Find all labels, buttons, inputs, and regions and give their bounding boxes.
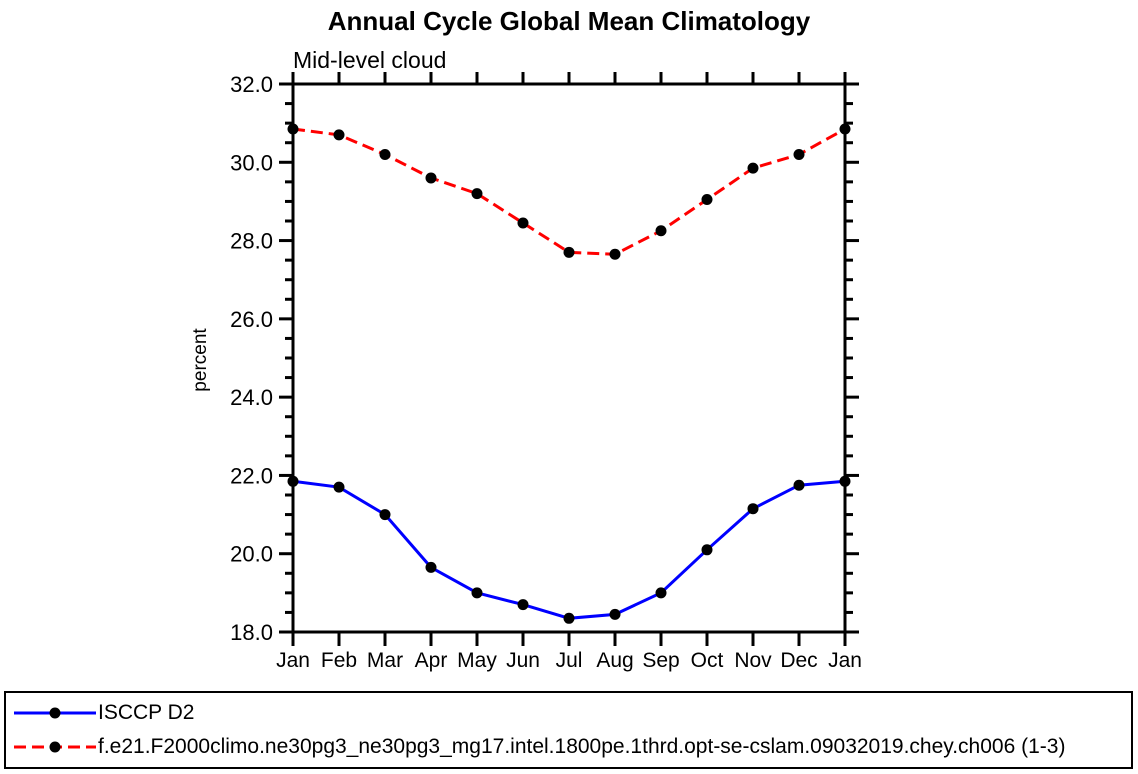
y-tick-label: 30.0: [230, 150, 273, 175]
data-point-marker: [425, 561, 437, 573]
data-point-marker: [517, 599, 529, 611]
data-point-marker: [793, 148, 805, 160]
y-tick-label: 32.0: [230, 72, 273, 97]
data-point-marker: [839, 475, 851, 487]
data-point-marker: [747, 503, 759, 515]
data-point-marker: [793, 479, 805, 491]
x-tick-label: Nov: [734, 649, 772, 672]
data-point-marker: [839, 123, 851, 135]
x-tick-label: Jun: [506, 649, 540, 672]
data-point-marker: [379, 148, 391, 160]
x-tick-label: Jul: [556, 649, 583, 672]
legend: ISCCP D2 f.e21.F2000climo.ne30pg3_ne30pg…: [4, 691, 1133, 769]
data-point-marker: [563, 246, 575, 258]
data-point-marker: [609, 248, 621, 260]
x-tick-label: Jan: [828, 649, 862, 672]
data-point-marker: [471, 188, 483, 200]
data-point-marker: [609, 608, 621, 620]
x-tick-label: May: [457, 649, 497, 672]
y-tick-label: 18.0: [230, 620, 273, 645]
data-point-marker: [701, 193, 713, 205]
annual-cycle-chart: Annual Cycle Global Mean Climatology Mid…: [190, 6, 862, 672]
data-point-marker: [655, 587, 667, 599]
data-point-marker: [333, 129, 345, 141]
data-point-marker: [287, 123, 299, 135]
y-tick-label: 26.0: [230, 307, 273, 332]
data-point-marker: [747, 162, 759, 174]
x-tick-label: Aug: [596, 649, 633, 672]
data-point-marker: [379, 509, 391, 521]
legend-label-model-run: f.e21.F2000climo.ne30pg3_ne30pg3_mg17.in…: [98, 734, 1066, 758]
legend-item-isccp-d2: ISCCP D2: [14, 697, 1131, 729]
data-point-marker: [287, 475, 299, 487]
series-line-0: [292, 479, 846, 620]
data-point-marker: [425, 172, 437, 184]
data-point-marker: [471, 587, 483, 599]
x-tick-label: Apr: [415, 649, 448, 672]
x-tick-label: Sep: [642, 649, 679, 672]
x-tick-label: Oct: [691, 649, 724, 672]
legend-label-isccp-d2: ISCCP D2: [98, 701, 195, 725]
y-tick-label: 20.0: [230, 542, 273, 567]
x-tick-label: Jan: [276, 649, 310, 672]
data-point-marker: [563, 612, 575, 624]
y-tick-label: 24.0: [230, 385, 273, 410]
plot-area: 18.0 20.0 22.0 24.0 26.0 28.0 30.0 32.0 Jan Feb Ma…: [230, 72, 862, 672]
data-point-marker: [701, 544, 713, 556]
chart-subtitle: Mid-level cloud: [293, 47, 446, 73]
chart-title: Annual Cycle Global Mean Climatology: [328, 6, 811, 36]
legend-item-model-run: f.e21.F2000climo.ne30pg3_ne30pg3_mg17.in…: [14, 731, 1131, 763]
y-axis-label: percent: [190, 328, 211, 392]
data-point-marker: [655, 225, 667, 237]
solid-line-sample-icon: [14, 707, 96, 719]
dashed-line-sample-icon: [14, 741, 96, 753]
x-tick-label: Mar: [367, 649, 403, 672]
y-tick-label: 22.0: [230, 463, 273, 488]
data-point-marker: [517, 217, 529, 229]
series-line-1: [292, 127, 846, 256]
x-tick-label: Dec: [780, 649, 817, 672]
y-tick-label: 28.0: [230, 229, 273, 254]
data-point-marker: [333, 481, 345, 493]
x-tick-label: Feb: [321, 649, 357, 672]
